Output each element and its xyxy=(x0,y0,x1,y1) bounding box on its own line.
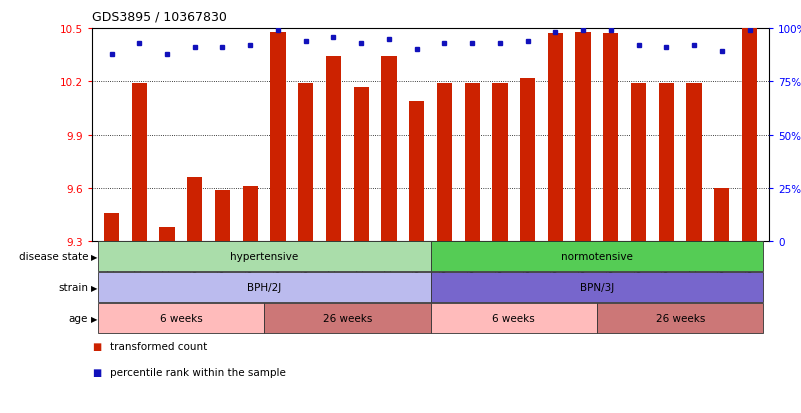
Bar xyxy=(631,84,646,242)
Bar xyxy=(742,29,757,242)
Text: ■: ■ xyxy=(92,367,102,377)
Bar xyxy=(381,57,396,242)
Bar xyxy=(131,84,147,242)
Bar xyxy=(298,84,313,242)
Bar xyxy=(714,188,730,242)
Text: ▶: ▶ xyxy=(91,252,97,261)
Text: ▶: ▶ xyxy=(91,314,97,323)
Text: disease state: disease state xyxy=(18,252,88,261)
Bar xyxy=(520,78,535,242)
Bar xyxy=(658,84,674,242)
Text: normotensive: normotensive xyxy=(561,252,633,261)
Bar xyxy=(187,178,203,242)
Bar xyxy=(437,84,452,242)
Text: age: age xyxy=(69,313,88,323)
Bar xyxy=(104,213,119,242)
Bar xyxy=(271,33,286,242)
Text: 6 weeks: 6 weeks xyxy=(159,313,203,323)
Bar xyxy=(493,84,508,242)
Text: ■: ■ xyxy=(92,342,102,351)
Bar xyxy=(603,34,618,242)
Bar xyxy=(326,57,341,242)
Text: 26 weeks: 26 weeks xyxy=(323,313,372,323)
Text: percentile rank within the sample: percentile rank within the sample xyxy=(110,367,286,377)
Text: 26 weeks: 26 weeks xyxy=(655,313,705,323)
Bar xyxy=(575,33,590,242)
Text: hypertensive: hypertensive xyxy=(230,252,298,261)
Text: BPN/3J: BPN/3J xyxy=(580,282,614,292)
Text: ▶: ▶ xyxy=(91,283,97,292)
Text: 6 weeks: 6 weeks xyxy=(493,313,535,323)
Bar xyxy=(159,228,175,242)
Bar xyxy=(353,88,368,242)
Text: strain: strain xyxy=(58,282,88,292)
Bar xyxy=(548,34,563,242)
Text: GDS3895 / 10367830: GDS3895 / 10367830 xyxy=(92,10,227,23)
Bar xyxy=(465,84,480,242)
Bar xyxy=(243,187,258,242)
Text: BPH/2J: BPH/2J xyxy=(247,282,281,292)
Bar xyxy=(686,84,702,242)
Bar xyxy=(409,102,425,242)
Text: transformed count: transformed count xyxy=(110,342,207,351)
Bar xyxy=(215,190,230,242)
